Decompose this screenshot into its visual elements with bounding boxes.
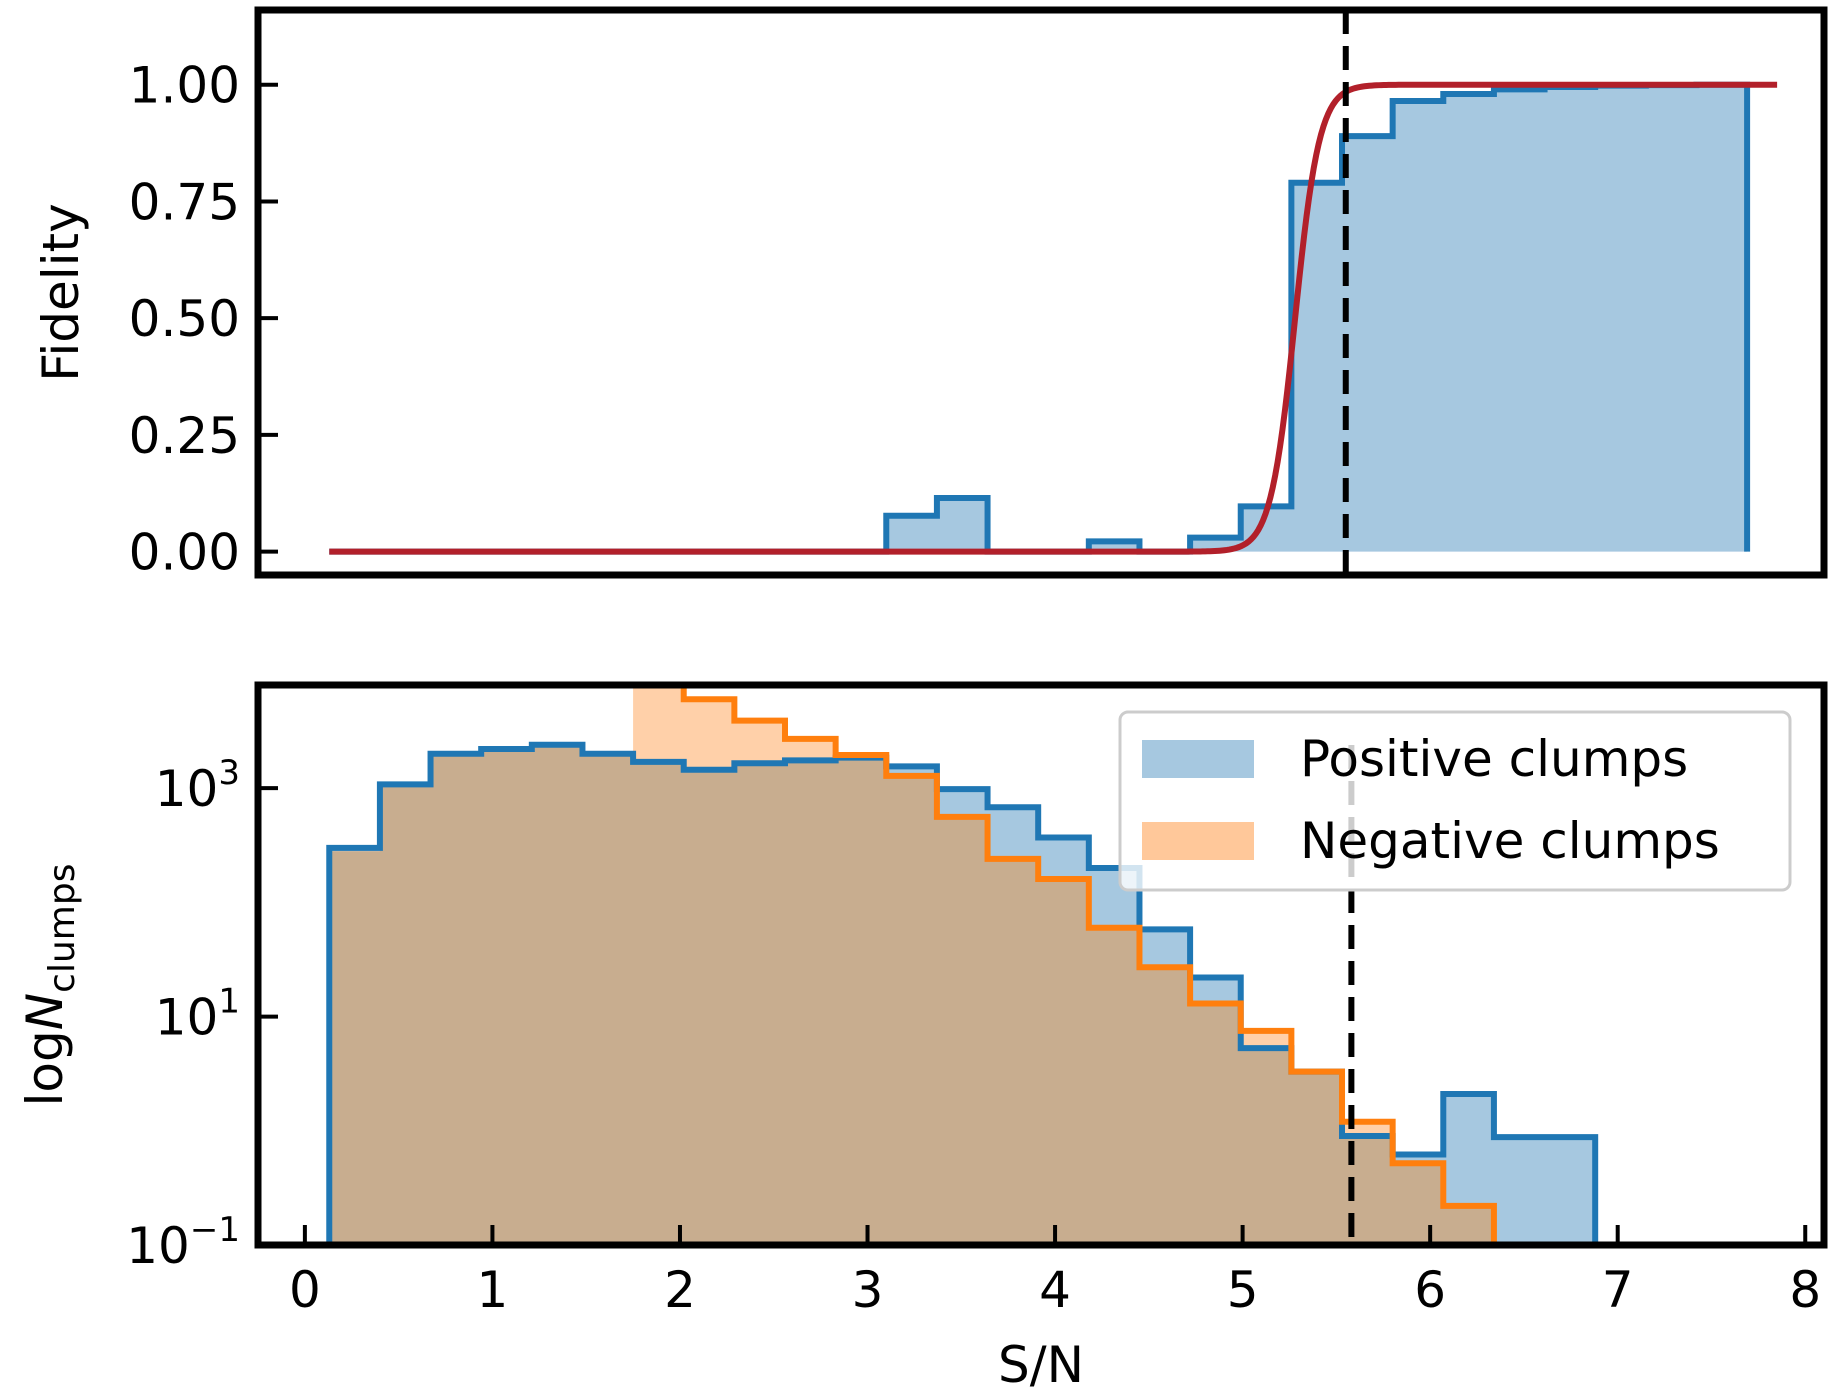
bottom-y-tick-label: 103 xyxy=(155,753,240,818)
x-tick-label: 5 xyxy=(1227,1261,1259,1319)
bottom-y-tick-label: 10−1 xyxy=(126,1210,240,1275)
fidelity-histogram-fill xyxy=(329,84,1748,552)
legend-swatch xyxy=(1142,740,1254,778)
top-axes-layer: 0.00 0.25 0.50 0.75 1.00 xyxy=(129,6,1828,582)
x-tick-label: 6 xyxy=(1414,1261,1446,1319)
axis-titles: Fidelity logNclumps S/N xyxy=(16,203,1084,1388)
x-tick-label: 8 xyxy=(1789,1261,1821,1319)
legend-frame xyxy=(1118,710,1792,892)
top-y-tick-label: 0.25 xyxy=(129,407,240,465)
negative-histogram-step xyxy=(633,685,1548,1245)
positive-histogram-step xyxy=(326,741,1599,1245)
legend-label: Negative clumps xyxy=(1300,812,1720,870)
top-y-tick-label: 0.75 xyxy=(129,173,240,231)
x-axis-title: S/N xyxy=(998,1336,1084,1388)
top-y-tick-label: 1.00 xyxy=(129,57,240,115)
x-tick-label: 1 xyxy=(477,1261,509,1319)
top-y-tick-label: 0.50 xyxy=(129,290,240,348)
top-panel: 0.00 0.25 0.50 0.75 1.00 xyxy=(129,6,1828,582)
bottom-y-tick-label: 101 xyxy=(155,982,240,1047)
x-tick-label: 2 xyxy=(664,1261,696,1319)
bottom-panel: 0 1 2 3 4 5 6 7 8 10−1 101 103 xyxy=(126,681,1828,1319)
legend-label: Positive clumps xyxy=(1300,730,1688,788)
top-y-axis-title: Fidelity xyxy=(32,203,90,382)
legend: Positive clumps Negative clumps xyxy=(1118,710,1792,892)
top-series-layer xyxy=(329,10,1778,575)
x-tick-label: 4 xyxy=(1039,1261,1071,1319)
x-tick-label: 7 xyxy=(1602,1261,1634,1319)
bottom-series-layer xyxy=(326,685,1599,1245)
bottom-y-axis-title: logNclumps xyxy=(16,864,83,1107)
bottom-axes-layer: 0 1 2 3 4 5 6 7 8 10−1 101 103 xyxy=(126,681,1828,1319)
top-axes-frame xyxy=(254,6,1828,579)
x-tick-label: 3 xyxy=(852,1261,884,1319)
overlap-histogram-fill xyxy=(329,745,1545,1245)
fidelity-fit-curve xyxy=(329,81,1778,555)
bottom-axes-frame xyxy=(254,681,1828,1249)
x-tick-label: 0 xyxy=(289,1261,321,1319)
top-y-tick-label: 0.00 xyxy=(129,524,240,582)
legend-swatch xyxy=(1142,822,1254,860)
